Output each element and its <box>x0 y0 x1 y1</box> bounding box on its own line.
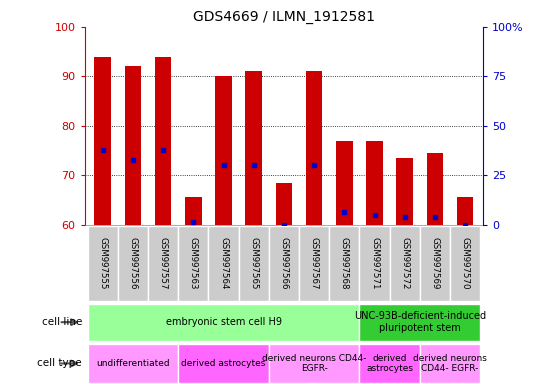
Text: derived astrocytes: derived astrocytes <box>181 359 266 368</box>
Bar <box>420 344 480 383</box>
Bar <box>359 226 390 301</box>
Bar <box>148 226 178 301</box>
Bar <box>245 71 262 225</box>
Text: GSM997557: GSM997557 <box>159 237 168 290</box>
Bar <box>299 226 329 301</box>
Text: UNC-93B-deficient-induced
pluripotent stem: UNC-93B-deficient-induced pluripotent st… <box>354 311 486 333</box>
Bar <box>178 226 209 301</box>
Bar <box>215 76 232 225</box>
Text: GSM997564: GSM997564 <box>219 237 228 290</box>
Text: GSM997570: GSM997570 <box>461 237 470 290</box>
Bar <box>88 226 118 301</box>
Text: GSM997571: GSM997571 <box>370 237 379 290</box>
Text: GSM997567: GSM997567 <box>310 237 319 290</box>
Bar <box>94 56 111 225</box>
Bar <box>124 66 141 225</box>
Bar <box>88 344 178 383</box>
Text: GSM997555: GSM997555 <box>98 237 107 290</box>
Text: cell line: cell line <box>41 317 82 327</box>
Bar <box>366 141 383 225</box>
Bar <box>185 197 201 225</box>
Bar <box>276 183 292 225</box>
Bar <box>359 304 480 341</box>
Text: cell type: cell type <box>37 358 82 369</box>
Bar <box>118 226 148 301</box>
Bar <box>155 56 171 225</box>
Text: undifferentiated: undifferentiated <box>96 359 170 368</box>
Bar <box>390 226 420 301</box>
Bar <box>396 158 413 225</box>
Bar <box>457 197 473 225</box>
Bar <box>306 71 323 225</box>
Bar <box>359 344 420 383</box>
Bar <box>88 304 359 341</box>
Text: derived
astrocytes: derived astrocytes <box>366 354 413 373</box>
Bar <box>269 226 299 301</box>
Text: derived neurons
CD44- EGFR-: derived neurons CD44- EGFR- <box>413 354 487 373</box>
Text: GSM997569: GSM997569 <box>430 237 440 290</box>
Text: GSM997568: GSM997568 <box>340 237 349 290</box>
Bar <box>209 226 239 301</box>
Text: GSM997566: GSM997566 <box>280 237 288 290</box>
Bar <box>450 226 480 301</box>
Bar <box>178 344 269 383</box>
Text: embryonic stem cell H9: embryonic stem cell H9 <box>165 317 282 327</box>
Text: GSM997572: GSM997572 <box>400 237 409 290</box>
Bar <box>239 226 269 301</box>
Bar <box>420 226 450 301</box>
Text: GSM997565: GSM997565 <box>249 237 258 290</box>
Bar <box>329 226 359 301</box>
Bar <box>269 344 359 383</box>
Bar <box>336 141 353 225</box>
Bar <box>426 153 443 225</box>
Text: GSM997563: GSM997563 <box>189 237 198 290</box>
Title: GDS4669 / ILMN_1912581: GDS4669 / ILMN_1912581 <box>193 10 375 25</box>
Text: derived neurons CD44-
EGFR-: derived neurons CD44- EGFR- <box>262 354 366 373</box>
Text: GSM997556: GSM997556 <box>128 237 138 290</box>
